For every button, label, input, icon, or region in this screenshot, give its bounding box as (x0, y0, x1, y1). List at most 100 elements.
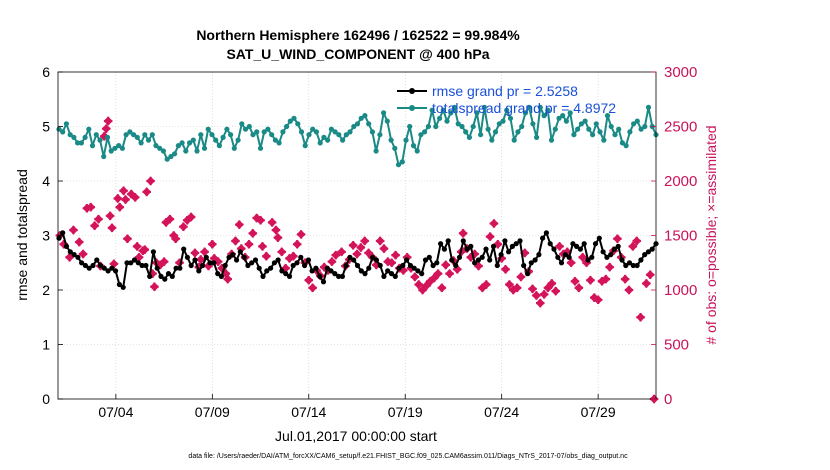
rmse-point (615, 243, 621, 249)
totalspread-point (194, 148, 200, 154)
totalspread-point (601, 137, 607, 143)
totalspread-point (395, 162, 402, 168)
obs-marker (115, 202, 125, 212)
totalspread-point (310, 126, 316, 132)
rmse-point (245, 262, 251, 269)
rmse-point (105, 268, 111, 274)
rmse-point (642, 252, 648, 258)
rmse-point (619, 257, 625, 263)
totalspread-point (496, 121, 502, 127)
legend-spread-label: totalspread grand pr = 4.8972 (432, 100, 616, 116)
rmse-point (422, 257, 429, 263)
rmse-point (551, 246, 557, 252)
totalspread-point (418, 132, 424, 138)
totalspread-point (392, 145, 398, 151)
rmse-point (139, 262, 145, 269)
rmse-point (441, 246, 447, 252)
rmse-point (630, 262, 636, 269)
y-tick-label-left: 5 (42, 119, 50, 135)
rmse-point (494, 262, 500, 269)
rmse-point (596, 235, 602, 241)
rmse-point (150, 249, 156, 255)
rmse-point (188, 262, 194, 269)
totalspread-point (302, 143, 308, 149)
obs-marker (277, 247, 287, 257)
totalspread-point (362, 113, 368, 119)
rmse-point (264, 268, 270, 274)
rmse-point (388, 271, 395, 277)
rmse-point (268, 265, 274, 271)
obs-marker (605, 262, 615, 272)
obs-marker (248, 228, 258, 238)
totalspread-point (414, 148, 420, 154)
rmse-point (230, 252, 236, 258)
rmse-point (623, 262, 629, 269)
rmse-point (317, 273, 323, 279)
rmse-point (506, 249, 512, 255)
totalspread-point (552, 126, 558, 132)
rmse-point (381, 273, 387, 279)
rmse-point (305, 257, 311, 263)
totalspread-point (280, 129, 286, 135)
totalspread-point (545, 107, 551, 113)
rmse-point (558, 260, 565, 266)
y-tick-label-right: 2500 (664, 119, 697, 136)
totalspread-point (228, 132, 234, 138)
obs-marker (122, 234, 132, 244)
rmse-point (524, 271, 531, 277)
rmse-point (377, 262, 383, 269)
totalspread-point (437, 115, 443, 121)
rmse-point (192, 257, 198, 263)
obs-marker (74, 237, 84, 247)
rmse-point (453, 262, 459, 269)
totalspread-point (63, 121, 69, 127)
rmse-point (116, 281, 122, 288)
chart-title: Northern Hemisphere 162496 / 162522 = 99… (196, 27, 520, 43)
rmse-point (241, 254, 247, 260)
totalspread-point (298, 129, 305, 135)
rmse-point (540, 235, 546, 241)
rmse-point (434, 260, 440, 266)
totalspread-point (82, 134, 88, 140)
rmse-point (479, 254, 485, 260)
rmse-point (82, 262, 88, 269)
obs-marker (146, 176, 156, 186)
totalspread-point (586, 126, 592, 132)
obs-marker (103, 116, 113, 126)
rmse-point (347, 254, 353, 260)
obs-marker (186, 212, 196, 222)
totalspread-point (571, 132, 577, 138)
y-axis-right: 0 500 1000 1500 2000 2500 3000 (651, 64, 697, 408)
totalspread-point (209, 132, 215, 138)
totalspread-point (149, 132, 155, 138)
totalspread-point (119, 145, 125, 151)
obs-marker (165, 214, 175, 224)
rmse-point (60, 230, 66, 236)
totalspread-point (604, 113, 611, 119)
totalspread-point (284, 123, 290, 130)
rmse-point (207, 260, 213, 266)
legend: rmse grand pr = 2.5258 totalspread grand… (397, 83, 616, 116)
totalspread-point (250, 132, 256, 138)
rmse-point (86, 265, 92, 271)
rmse-point (90, 262, 96, 269)
totalspread-point (470, 123, 476, 130)
totalspread-point (522, 110, 529, 116)
rmse-point (562, 252, 568, 258)
rmse-point (566, 254, 572, 260)
totalspread-point (261, 129, 267, 135)
obs-marker (535, 298, 545, 308)
totalspread-point (101, 153, 107, 160)
rmse-point (513, 241, 519, 247)
chart-subtitle: SAT_U_WIND_COMPONENT @ 400 hPa (226, 46, 489, 62)
rmse-point (555, 254, 561, 260)
totalspread-point (317, 140, 323, 146)
rmse-point (135, 260, 141, 266)
totalspread-point (485, 126, 491, 132)
totalspread-point (213, 137, 219, 143)
rmse-point (407, 262, 413, 269)
totalspread-point (381, 110, 387, 116)
obs-marker (159, 257, 169, 267)
totalspread-point (519, 123, 525, 130)
totalspread-point (403, 137, 409, 143)
